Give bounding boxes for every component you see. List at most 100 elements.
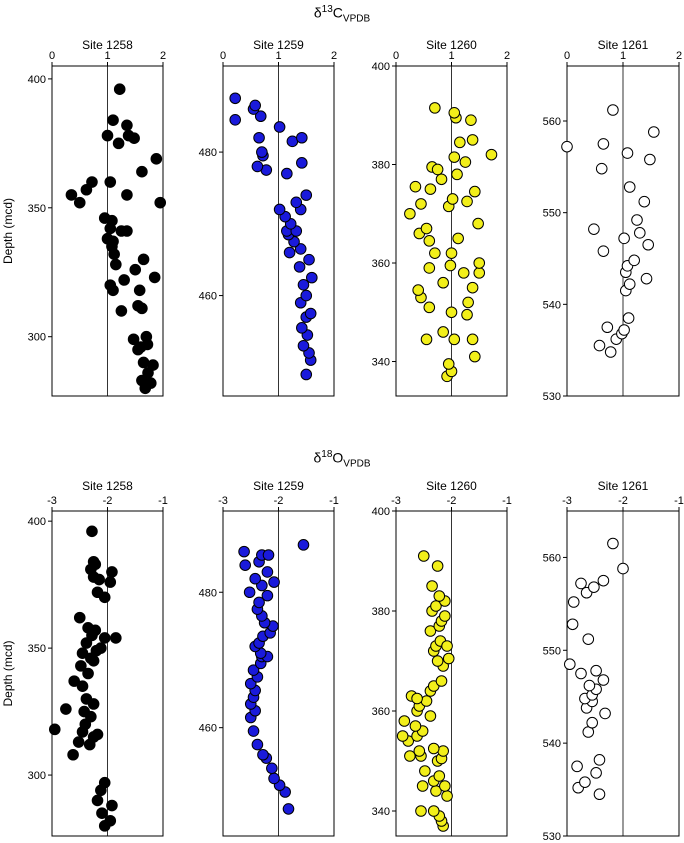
- y-tick-label: 480: [199, 587, 217, 599]
- data-point: [247, 725, 260, 737]
- data-point: [457, 267, 470, 279]
- data-point: [91, 728, 104, 741]
- data-point: [137, 356, 150, 369]
- data-point: [91, 794, 104, 807]
- x-tick-label: -1: [502, 495, 512, 507]
- data-point: [439, 780, 451, 792]
- y-tick-label: 530: [543, 831, 561, 843]
- data-point: [452, 232, 464, 245]
- data-point: [623, 181, 636, 193]
- data-point: [110, 258, 122, 271]
- data-point: [104, 176, 117, 188]
- data-point: [590, 664, 602, 677]
- data-point: [136, 302, 148, 315]
- data-point: [588, 581, 600, 593]
- y-axis-label: Depth (mcd): [1, 640, 15, 706]
- data-point: [104, 814, 117, 827]
- data-point: [68, 675, 80, 687]
- data-point: [115, 305, 128, 317]
- data-point: [73, 196, 86, 209]
- data-point: [86, 176, 98, 188]
- data-point: [638, 195, 651, 208]
- data-point: [575, 577, 587, 590]
- data-point: [424, 625, 437, 637]
- data-point: [561, 140, 573, 153]
- data-point: [73, 611, 86, 624]
- data-point: [459, 156, 472, 168]
- data-point: [60, 703, 72, 715]
- data-point: [442, 358, 455, 370]
- data-point: [444, 259, 457, 272]
- data-point: [437, 276, 449, 289]
- data-point: [462, 296, 474, 309]
- data-point: [441, 790, 453, 802]
- data-point: [304, 307, 317, 320]
- x-tick-label: 2: [504, 50, 510, 62]
- data-point: [306, 271, 318, 284]
- data-point: [446, 193, 459, 205]
- y-tick-label: 550: [543, 208, 561, 220]
- y-tick-label: 560: [543, 552, 561, 564]
- data-point: [256, 146, 268, 158]
- data-point: [72, 736, 85, 748]
- data-point: [133, 284, 146, 297]
- y-tick-label: 560: [543, 116, 561, 128]
- y-tick-label: 400: [28, 516, 46, 528]
- data-point: [454, 136, 466, 149]
- y-tick-label: 540: [543, 299, 561, 311]
- title-subscript: VPDB: [343, 458, 371, 470]
- data-point: [590, 767, 602, 779]
- data-point: [604, 346, 617, 358]
- y-tick-label: 460: [199, 291, 217, 303]
- data-point: [448, 333, 461, 346]
- data-point: [87, 655, 100, 667]
- data-point: [415, 198, 427, 210]
- data-point: [466, 281, 479, 294]
- data-point: [415, 805, 427, 817]
- data-point: [417, 550, 430, 562]
- data-point: [112, 137, 125, 150]
- data-point: [127, 333, 140, 346]
- data-point: [640, 272, 653, 285]
- data-point: [239, 559, 251, 571]
- data-point: [106, 566, 118, 578]
- data-point: [597, 245, 610, 257]
- data-point: [631, 214, 643, 226]
- data-point: [461, 195, 473, 208]
- x-tick-label: 1: [620, 50, 626, 62]
- data-point: [437, 745, 449, 757]
- data-point: [251, 160, 264, 173]
- data-point: [254, 110, 267, 123]
- data-point: [564, 658, 576, 671]
- data-point: [118, 274, 130, 286]
- data-point: [644, 153, 656, 166]
- data-point: [427, 742, 440, 755]
- y-tick-label: 380: [372, 606, 390, 618]
- data-point: [465, 114, 477, 126]
- data-point: [261, 589, 274, 602]
- data-point: [409, 720, 422, 732]
- x-tick-label: -2: [274, 495, 284, 507]
- data-point: [485, 148, 498, 161]
- data-point: [597, 138, 610, 150]
- data-point: [621, 147, 634, 159]
- data-point: [628, 254, 641, 267]
- y-tick-label: 460: [199, 723, 217, 735]
- data-point: [296, 131, 308, 144]
- data-point: [473, 257, 486, 269]
- data-point: [618, 232, 630, 245]
- x-tick-label: -2: [103, 495, 113, 507]
- data-point: [398, 715, 411, 727]
- data-point: [82, 667, 94, 680]
- data-point: [396, 730, 409, 742]
- y-axis-label: Depth (mcd): [1, 198, 15, 264]
- data-point: [229, 92, 242, 105]
- data-point: [290, 196, 303, 209]
- title-prefix: δ: [313, 4, 322, 21]
- x-tick-label: -1: [158, 495, 168, 507]
- data-point: [91, 586, 104, 599]
- data-point: [420, 333, 433, 346]
- data-point: [461, 308, 473, 321]
- data-point: [622, 312, 635, 324]
- data-point: [445, 247, 458, 259]
